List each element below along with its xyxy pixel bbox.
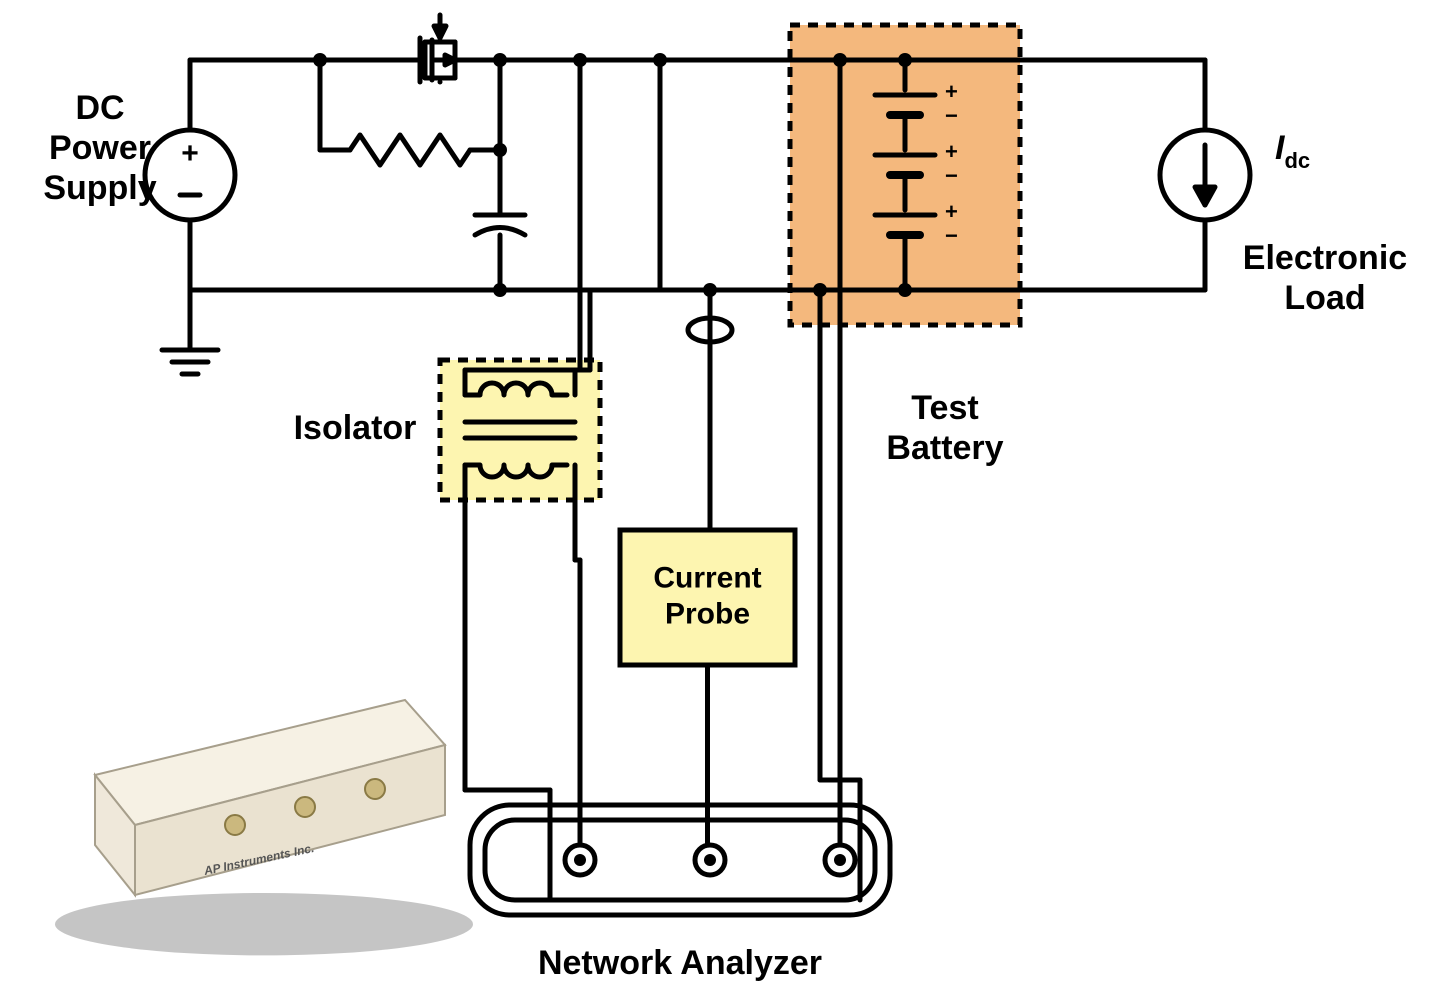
svg-text:Test: Test [911, 389, 978, 427]
instrument-photo: AP Instruments Inc. [55, 700, 473, 955]
label-electronic-load: Electronic [1243, 239, 1407, 277]
svg-text:−: − [945, 223, 958, 248]
svg-text:Battery: Battery [886, 429, 1003, 467]
svg-text:Load: Load [1284, 279, 1365, 317]
svg-text:+: + [181, 137, 199, 170]
svg-text:−: − [945, 103, 958, 128]
svg-text:Supply: Supply [43, 169, 156, 207]
label-dc-power: DC [75, 89, 124, 127]
label-isolator: Isolator [294, 409, 417, 447]
svg-text:−: − [945, 163, 958, 188]
circuit-diagram: +DCPowerSupplyIsolatorCurrentProbe+−+−+−… [0, 0, 1453, 1003]
svg-text:Power: Power [49, 129, 151, 167]
label-network-analyzer: Network Analyzer [538, 944, 822, 982]
label-idc: Idc [1275, 129, 1310, 173]
svg-text:+: + [945, 79, 958, 104]
label-current-probe: Current [653, 561, 761, 594]
svg-text:Probe: Probe [665, 597, 750, 630]
svg-text:+: + [945, 139, 958, 164]
svg-text:+: + [945, 199, 958, 224]
